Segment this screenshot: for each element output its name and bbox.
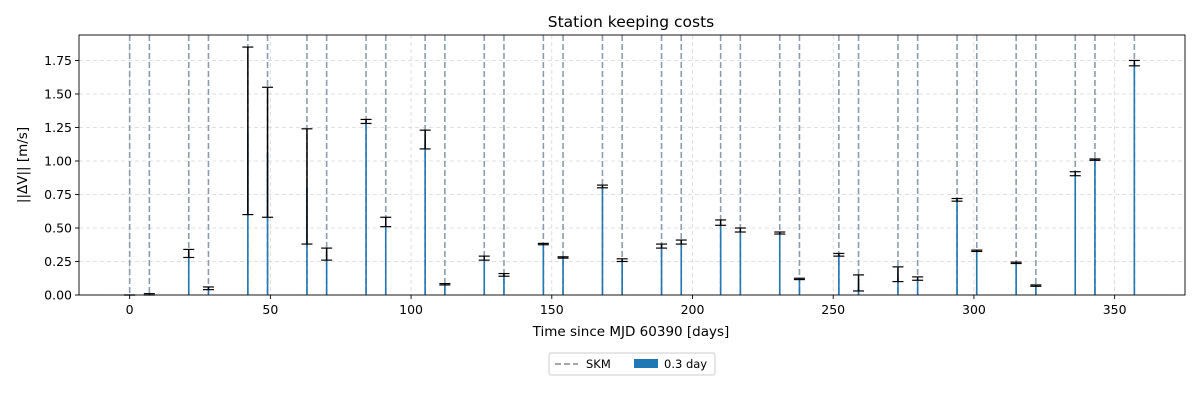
bar xyxy=(897,274,899,295)
bar xyxy=(187,253,190,295)
y-tick-label: 0.50 xyxy=(44,220,72,235)
y-tick-label: 0.25 xyxy=(44,254,72,269)
bar xyxy=(719,222,722,295)
bar xyxy=(325,254,328,295)
bar xyxy=(838,254,840,295)
bar xyxy=(1015,262,1017,295)
bar xyxy=(680,242,683,295)
bar xyxy=(975,250,978,295)
x-tick-label: 250 xyxy=(821,302,845,317)
bar xyxy=(562,257,564,295)
bar xyxy=(266,152,269,295)
bar xyxy=(621,260,623,295)
bar xyxy=(503,274,505,295)
bar xyxy=(207,288,210,295)
plot-area: 0 50 100 150 200 250 300 350 0.00 0.25 0.50 0.75 1.0… xyxy=(44,34,1186,317)
bar xyxy=(1094,159,1096,295)
bar xyxy=(483,258,486,295)
legend: SKM 0.3 day xyxy=(548,352,716,376)
legend-label-skm: SKM xyxy=(586,357,611,371)
bar xyxy=(956,199,958,295)
bar xyxy=(916,278,919,295)
x-tick-label: 100 xyxy=(399,302,423,317)
x-tick-label: 300 xyxy=(962,302,986,317)
bar xyxy=(1133,63,1136,295)
bar xyxy=(601,186,604,295)
legend-series-swatch xyxy=(634,359,658,368)
axes-frame xyxy=(78,34,1186,296)
bar xyxy=(660,246,663,295)
x-tick-label: 350 xyxy=(1103,302,1127,317)
x-tick-label: 150 xyxy=(540,302,564,317)
y-tick-label: 1.25 xyxy=(44,120,72,135)
bar xyxy=(1074,174,1077,295)
bar xyxy=(384,222,387,295)
bar xyxy=(542,244,545,295)
bar xyxy=(1035,285,1037,295)
y-tick-label: 1.75 xyxy=(44,53,72,68)
legend-frame xyxy=(548,352,716,376)
bar xyxy=(778,233,781,295)
legend-label-series: 0.3 day xyxy=(664,357,707,371)
x-tick-label: 200 xyxy=(681,302,705,317)
y-tick-label: 1.50 xyxy=(44,86,72,101)
y-tick-label: 0.75 xyxy=(44,187,72,202)
x-tick-label: 50 xyxy=(262,302,278,317)
chart-title: Station keeping costs xyxy=(548,13,715,31)
y-tick-label: 0.00 xyxy=(44,288,72,303)
y-axis-title: ||ΔV|| [m/s] xyxy=(15,127,31,203)
bar xyxy=(798,278,801,295)
x-tick-label: 0 xyxy=(126,302,134,317)
bar xyxy=(365,122,367,295)
bar xyxy=(739,230,742,295)
bar xyxy=(444,284,446,295)
bar xyxy=(424,139,426,295)
x-axis-title: Time since MJD 60390 [days] xyxy=(532,324,730,340)
y-tick-label: 1.00 xyxy=(44,153,72,168)
